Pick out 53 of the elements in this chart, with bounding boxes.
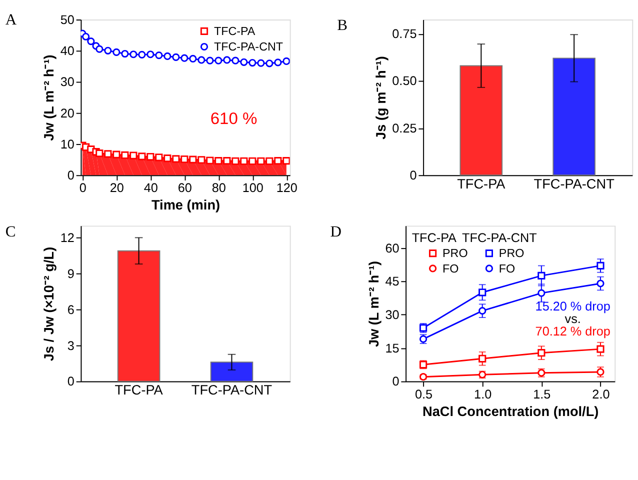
y-tick-label: 0.75 bbox=[392, 27, 417, 42]
y-tick-label: 15 bbox=[385, 341, 400, 356]
y-tick-label: 20 bbox=[60, 106, 74, 120]
x-tick-label: 1.0 bbox=[474, 387, 492, 402]
chart-title: D bbox=[330, 223, 342, 240]
y-tick-label: 40 bbox=[60, 44, 74, 58]
y-tick-label: 45 bbox=[385, 274, 400, 289]
annotation: 70.12 % drop bbox=[535, 324, 610, 338]
y-tick-label: 60 bbox=[385, 241, 400, 256]
x-tick-label: 1.5 bbox=[533, 387, 551, 402]
legend-label: TFC-PA bbox=[214, 25, 256, 38]
chart-title: A bbox=[5, 11, 18, 28]
chart-title: C bbox=[5, 223, 16, 240]
legend-label: PRO bbox=[498, 247, 524, 260]
y-tick-label: 50 bbox=[60, 12, 74, 27]
annotation: TFC-PA-CNT bbox=[462, 231, 538, 246]
y-axis-title: Js (g m⁻² h⁻¹) bbox=[373, 56, 388, 140]
x-tick-label: 40 bbox=[144, 181, 158, 196]
annotation: 15.20 % drop bbox=[535, 300, 610, 314]
chart-title: B bbox=[337, 17, 348, 34]
x-tick-label: 2.0 bbox=[592, 387, 610, 402]
x-tick-label: 80 bbox=[212, 181, 226, 196]
y-axis-title: Jw (L m⁻² h⁻¹) bbox=[366, 260, 382, 348]
y-tick-label: 10 bbox=[60, 137, 74, 152]
y-tick-label: 30 bbox=[60, 75, 74, 90]
x-tick-label: TFC-PA-CNT bbox=[191, 382, 272, 398]
x-tick-label: TFC-PA-CNT bbox=[534, 176, 614, 192]
y-tick-label: 9 bbox=[67, 266, 74, 281]
y-tick-label: 0.50 bbox=[392, 74, 417, 88]
x-tick-label: 0.5 bbox=[414, 387, 433, 402]
x-axis-title: Time (min) bbox=[151, 198, 220, 213]
y-tick-label: 12 bbox=[60, 231, 74, 246]
y-axis-title: Js / Jw (×10⁻² g/L) bbox=[42, 246, 57, 362]
y-axis-title: Jw (L m⁻² h⁻¹) bbox=[42, 54, 57, 141]
y-tick-label: 0.25 bbox=[392, 121, 417, 136]
x-tick-label: 120 bbox=[276, 181, 298, 196]
x-tick-label: TFC-PA bbox=[114, 382, 164, 398]
y-tick-label: 6 bbox=[67, 302, 74, 317]
x-tick-label: 0 bbox=[79, 181, 86, 196]
legend-label: PRO bbox=[442, 247, 468, 260]
x-tick-label: 60 bbox=[178, 181, 192, 196]
annotation: vs. bbox=[564, 312, 581, 326]
annotation: 610 % bbox=[210, 108, 258, 128]
x-tick-label: TFC-PA bbox=[457, 176, 506, 192]
legend-label: FO bbox=[442, 262, 459, 276]
y-tick-label: 3 bbox=[67, 338, 74, 353]
y-tick-label: 30 bbox=[385, 308, 400, 322]
legend-label: TFC-PA-CNT bbox=[214, 40, 284, 54]
x-tick-label: 100 bbox=[242, 181, 264, 196]
annotation: TFC-PA bbox=[412, 231, 458, 246]
legend-label: FO bbox=[498, 262, 516, 276]
x-axis-title: NaCl Concentration (mol/L) bbox=[422, 404, 599, 419]
x-tick-label: 20 bbox=[110, 181, 124, 196]
